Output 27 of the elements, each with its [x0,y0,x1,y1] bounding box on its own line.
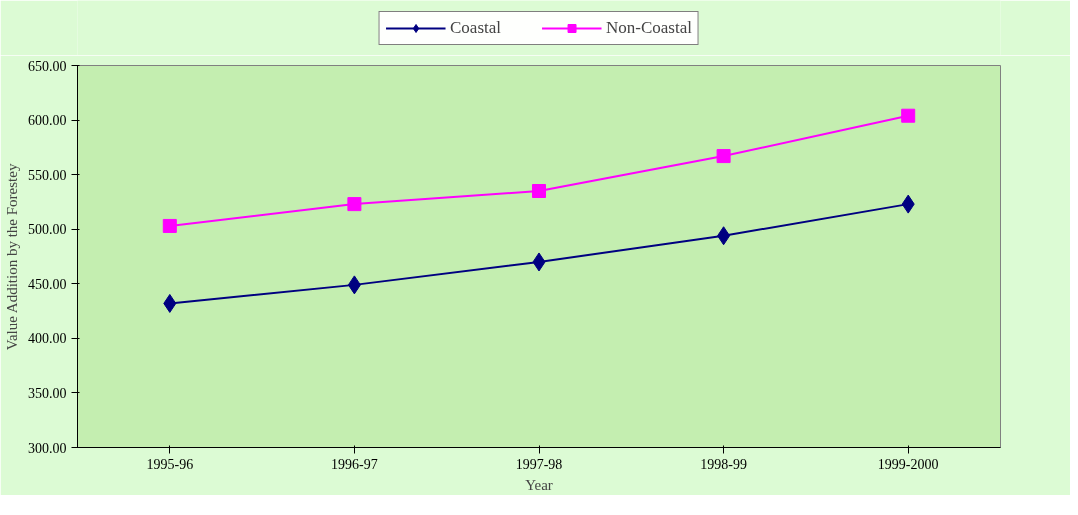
x-tick-label: 1995-96 [146,456,194,472]
x-tick-label: 1997-98 [515,456,563,472]
y-tick-label: 400.00 [28,331,67,347]
legend-label: Non-Coastal [606,17,692,38]
y-tick-label: 550.00 [28,167,67,183]
legend-label: Coastal [450,17,502,38]
y-tick-label: 650.00 [28,58,67,74]
y-tick-label: 500.00 [28,222,67,238]
x-tick-label: 1998-99 [700,456,747,472]
x-axis-title: Year [525,476,553,493]
point [716,149,731,164]
point [532,252,546,272]
point [162,218,177,233]
point [347,275,361,295]
y-tick-label: 300.00 [28,440,67,456]
point [901,194,915,214]
point [717,226,731,246]
y-tick-label: 450.00 [28,276,67,292]
y-axis-title: Value Addition by the Forestey [4,163,20,351]
y-tick-label: 350.00 [28,385,67,401]
point [532,184,546,199]
point [901,108,916,123]
point [347,197,362,212]
point [163,293,177,313]
y-tick-label: 600.00 [28,113,67,129]
x-tick-label: 1999-2000 [877,456,939,472]
x-tick-label: 1996-97 [331,456,378,472]
